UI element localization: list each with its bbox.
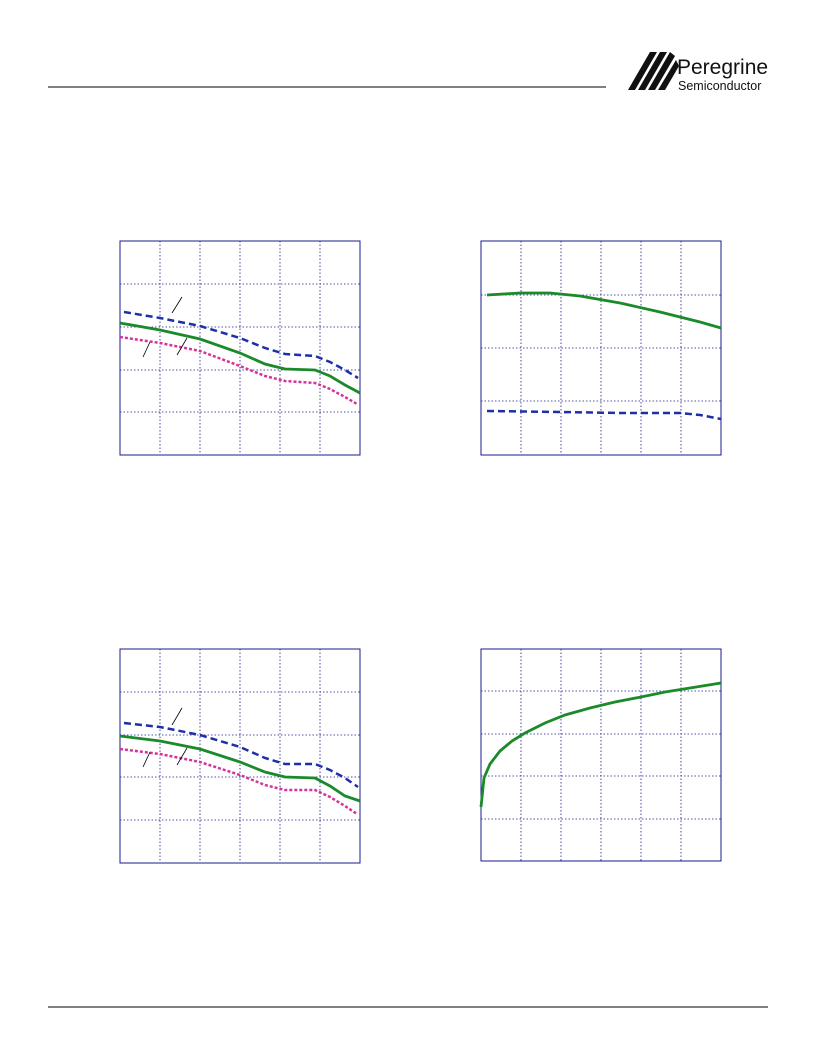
plot-3 — [119, 648, 361, 864]
plot-1 — [119, 240, 361, 456]
logo-subtitle: Semiconductor — [678, 79, 761, 93]
logo-mark — [628, 52, 679, 90]
plot-2 — [480, 240, 722, 456]
logo-name: Peregrine — [677, 56, 768, 79]
plot-4 — [479, 648, 722, 862]
